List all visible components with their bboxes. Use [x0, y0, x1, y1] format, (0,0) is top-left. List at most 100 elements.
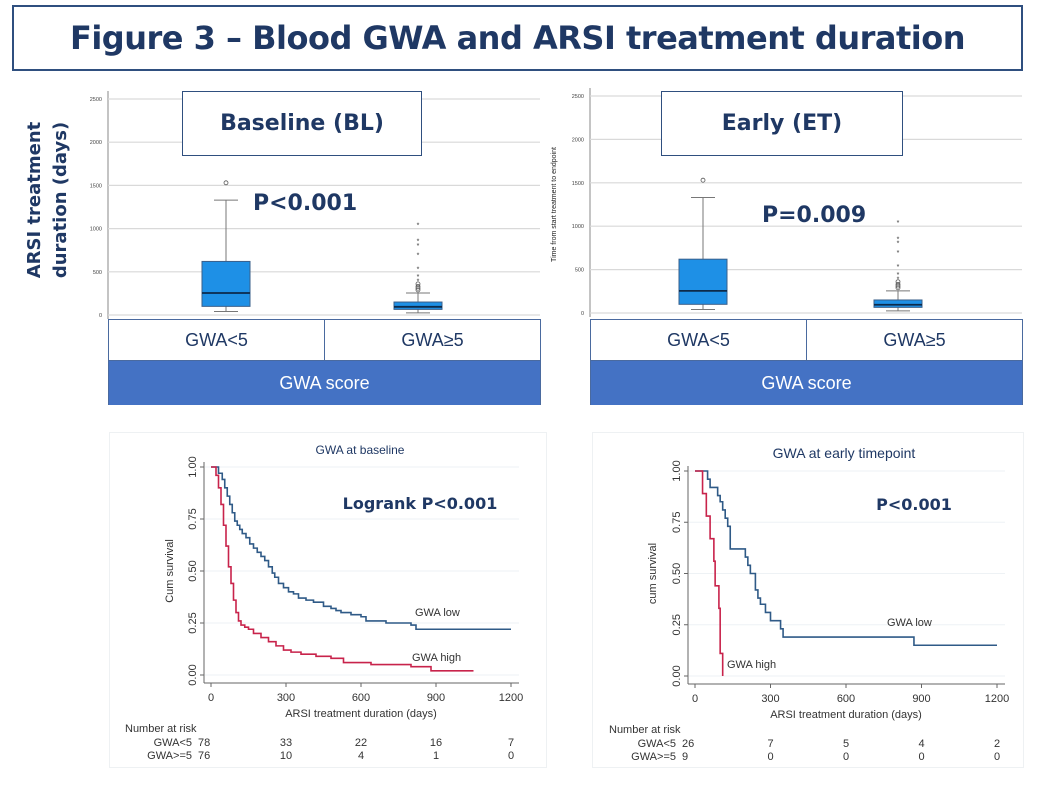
x-tick-label: 600	[837, 693, 855, 705]
risk-count: 0	[508, 750, 514, 762]
risk-group-label: GWA>=5	[631, 751, 676, 763]
number-at-risk-label: Number at risk	[125, 723, 197, 735]
y-tick-label: 1500	[90, 183, 102, 189]
risk-count: 1	[433, 750, 439, 762]
y-tick-label: 0.50	[187, 560, 199, 581]
risk-count: 7	[508, 737, 514, 749]
outlier-star: *	[417, 274, 420, 281]
y-tick-label: 0.50	[671, 563, 683, 584]
km-title: GWA at baseline	[316, 443, 405, 457]
x-tick-label: 0	[208, 692, 214, 704]
risk-group-label: GWA<5	[154, 737, 192, 749]
outlier-star: *	[417, 278, 420, 285]
km-early-panel	[592, 432, 1024, 768]
side-ylabel-line1: ARSI treatment	[24, 121, 45, 278]
y-tick-label: 1500	[572, 181, 584, 187]
baseline-category-low: GWA<5	[109, 320, 325, 360]
y-tick-label: 0.75	[187, 508, 199, 529]
outlier-circle	[895, 281, 901, 287]
outlier-circle	[895, 279, 901, 285]
box-iqr	[873, 299, 923, 308]
km-curve-gwa-low	[695, 470, 997, 647]
km-curve-label-gwa-low: GWA low	[415, 607, 460, 619]
outlier-star: *	[417, 253, 420, 260]
risk-count: 2	[994, 738, 1000, 750]
outlier-star: *	[417, 222, 420, 229]
box-gwa-high: *******	[393, 222, 443, 314]
risk-count: 10	[280, 750, 292, 762]
risk-count: 26	[682, 738, 694, 750]
risk-count: 16	[430, 737, 442, 749]
y-tick-label: 1.00	[187, 456, 199, 477]
y-tick-label: 1.00	[671, 460, 683, 481]
outlier-circle	[415, 284, 421, 289]
side-ylabel-line2: duration (days)	[50, 122, 71, 278]
km-curve-label-gwa-high: GWA high	[412, 652, 461, 664]
y-tick-label: 0.00	[187, 664, 199, 685]
outlier-circle	[415, 281, 421, 287]
outlier-star: *	[897, 220, 900, 227]
baseline-pvalue: P<0.001	[253, 191, 358, 216]
risk-count: 78	[198, 737, 210, 749]
y-tick-label: 0.25	[671, 614, 683, 635]
outlier-star: *	[897, 236, 900, 243]
baseline-category-table: GWA<5 GWA≥5 GWA score	[108, 319, 541, 405]
outlier-star: *	[417, 243, 420, 250]
outlier-star: *	[417, 266, 420, 273]
y-tick-label: 0	[99, 313, 102, 319]
outlier-circle	[700, 177, 706, 183]
early-panel-label: Early (ET)	[661, 91, 903, 156]
outlier-star: *	[897, 264, 900, 271]
x-tick-label: 300	[761, 693, 779, 705]
risk-count: 9	[682, 751, 688, 763]
y-tick-label: 1000	[572, 224, 584, 230]
baseline-panel-label: Baseline (BL)	[182, 91, 422, 156]
y-tick-label: 500	[93, 270, 102, 276]
y-tick-label: 0	[581, 311, 584, 317]
side-y-axis-label: ARSI treatment duration (days)	[24, 121, 71, 278]
risk-count: 0	[918, 751, 924, 763]
outlier-circle	[415, 287, 421, 293]
risk-count: 5	[843, 738, 849, 750]
km-title: GWA at early timepoint	[773, 445, 916, 461]
risk-count: 22	[355, 737, 367, 749]
risk-count: 4	[358, 750, 364, 762]
x-tick-label: 1200	[985, 693, 1009, 705]
early-pvalue: P=0.009	[762, 203, 867, 228]
x-axis-title: ARSI treatment duration (days)	[285, 708, 437, 720]
outlier-circle	[895, 285, 901, 291]
outlier-circle	[223, 180, 229, 186]
x-tick-label: 900	[427, 692, 445, 704]
km-early-chart: GWA at early timepoint 0.00 0.25 0.50 0.75 1.…	[609, 445, 1009, 763]
risk-group-label: GWA<5	[638, 738, 676, 750]
km-pvalue-annotation: Logrank P<0.001	[343, 494, 498, 513]
x-tick-label: 0	[692, 693, 698, 705]
x-axis-title: ARSI treatment duration (days)	[770, 709, 922, 721]
y-axis-title: Time from start treatment to endpoint	[551, 147, 558, 262]
km-baseline-chart: GWA at baseline 0.00 0.25 0.50 0.75 1.00 0 300 6…	[125, 443, 523, 762]
risk-count: 0	[767, 751, 773, 763]
outlier-star: *	[897, 241, 900, 248]
y-tick-label: 2000	[90, 140, 102, 146]
outlier-star: *	[417, 239, 420, 246]
km-curve-gwa-high	[695, 470, 724, 676]
risk-count: 0	[843, 751, 849, 763]
number-at-risk-label: Number at risk	[609, 724, 681, 736]
box-gwa-low	[201, 180, 251, 313]
risk-group-label: GWA>=5	[147, 750, 192, 762]
x-tick-label: 900	[912, 693, 930, 705]
y-tick-label: 2500	[572, 94, 584, 100]
risk-count: 33	[280, 737, 292, 749]
km-baseline-panel	[109, 432, 547, 768]
y-tick-label: 0.75	[671, 512, 683, 533]
km-curve-label-gwa-high: GWA high	[727, 659, 776, 671]
km-curve-label-gwa-low: GWA low	[887, 617, 932, 629]
outlier-star: *	[897, 250, 900, 257]
x-tick-label: 600	[352, 692, 370, 704]
box-gwa-low	[678, 177, 728, 311]
y-tick-label: 1000	[90, 227, 102, 233]
y-tick-label: 500	[575, 268, 584, 274]
box-iqr	[201, 260, 251, 307]
box-gwa-high: *******	[873, 220, 923, 312]
